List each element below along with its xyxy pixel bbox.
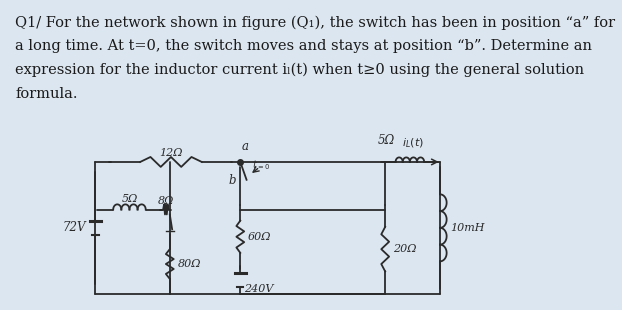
Text: 20Ω: 20Ω bbox=[393, 244, 417, 254]
Text: 80Ω: 80Ω bbox=[178, 259, 201, 269]
Text: Q1/ For the network shown in figure (Q₁), the switch has been in position “a” fo: Q1/ For the network shown in figure (Q₁)… bbox=[16, 15, 616, 30]
Text: 5Ω: 5Ω bbox=[378, 134, 396, 147]
Text: a: a bbox=[242, 140, 249, 153]
Text: $i_L(t)$: $i_L(t)$ bbox=[402, 136, 424, 150]
Text: formula.: formula. bbox=[16, 86, 78, 101]
Text: 60Ω: 60Ω bbox=[248, 232, 272, 242]
Text: 12Ω: 12Ω bbox=[159, 148, 183, 158]
Text: 240V: 240V bbox=[244, 284, 274, 294]
Text: $t_{=0}$: $t_{=0}$ bbox=[252, 158, 270, 172]
Text: a long time. At t=0, the switch moves and stays at position “b”. Determine an: a long time. At t=0, the switch moves an… bbox=[16, 39, 593, 53]
Text: 72V: 72V bbox=[62, 221, 86, 234]
Text: 5Ω: 5Ω bbox=[121, 194, 137, 204]
Text: 8Ω: 8Ω bbox=[158, 196, 174, 206]
Text: b: b bbox=[228, 174, 236, 187]
Text: 10mH: 10mH bbox=[450, 223, 485, 233]
Text: expression for the inductor current iₗ(t) when t≥0 using the general solution: expression for the inductor current iₗ(t… bbox=[16, 63, 585, 77]
